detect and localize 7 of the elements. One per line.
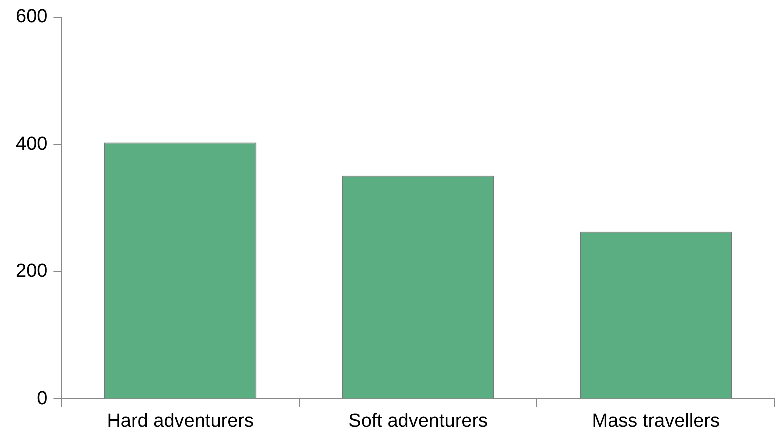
x-tick-label: Soft adventurers — [348, 410, 488, 432]
y-tick-label: 200 — [16, 261, 48, 282]
x-tick-label: Hard adventurers — [107, 410, 254, 432]
x-tick-label: Mass travellers — [592, 410, 720, 432]
y-tick-label: 600 — [16, 6, 48, 28]
y-tick-label: 400 — [16, 134, 48, 155]
y-tick-label: 0 — [37, 388, 48, 410]
